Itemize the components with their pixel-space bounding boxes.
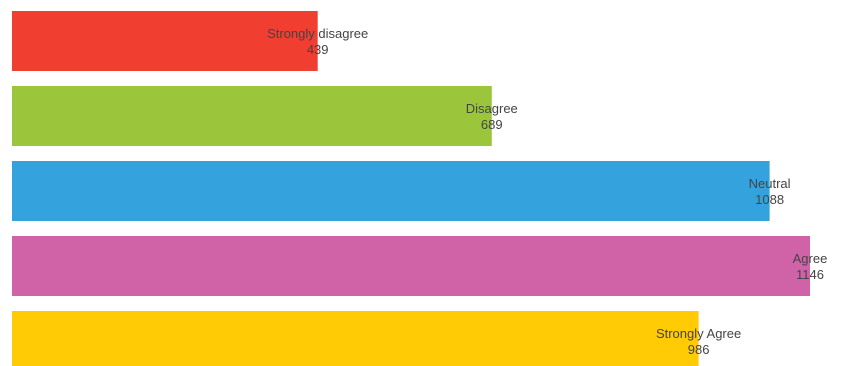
bar-strongly-agree	[12, 311, 699, 366]
bar-disagree	[12, 86, 492, 146]
value-label-strongly-agree: 986	[688, 342, 710, 357]
value-label-strongly-disagree: 439	[307, 42, 329, 57]
category-label-neutral: Neutral	[749, 176, 791, 191]
value-label-neutral: 1088	[755, 192, 784, 207]
value-label-agree: 1146	[796, 267, 824, 282]
bar-neutral	[12, 161, 770, 221]
bars-layer	[12, 11, 810, 366]
category-label-disagree: Disagree	[466, 101, 518, 116]
category-label-strongly-agree: Strongly Agree	[656, 326, 741, 341]
bar-strongly-disagree	[12, 11, 318, 71]
value-label-disagree: 689	[481, 117, 503, 132]
bar-agree	[12, 236, 810, 296]
category-label-agree: Agree	[793, 251, 828, 266]
category-label-strongly-disagree: Strongly disagree	[267, 26, 368, 41]
